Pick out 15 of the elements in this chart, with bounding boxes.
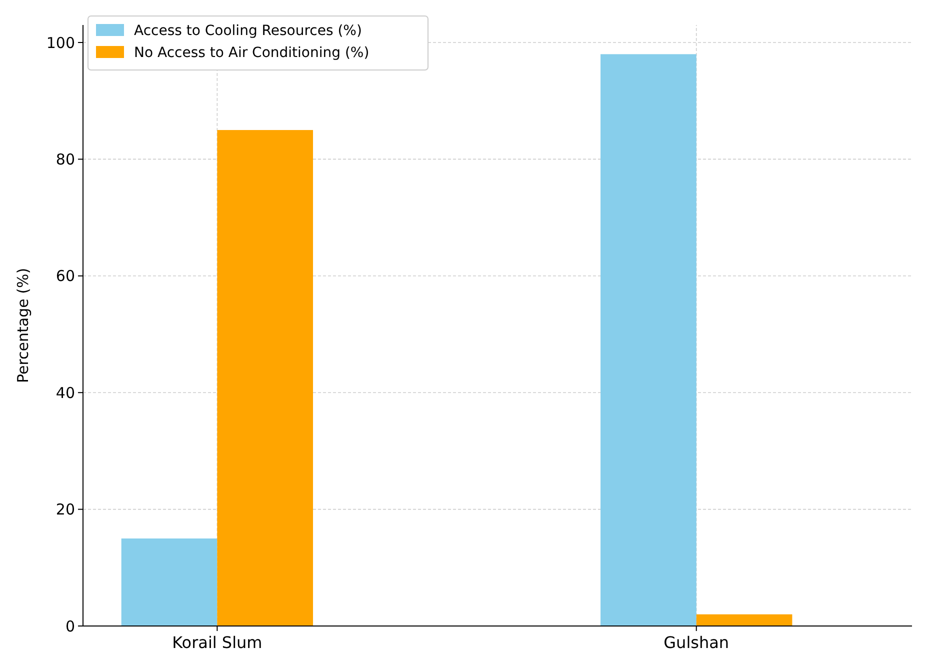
bar: [600, 54, 696, 626]
x-tick-label: Gulshan: [664, 633, 730, 652]
legend-label: Access to Cooling Resources (%): [134, 22, 362, 39]
bar: [121, 538, 218, 626]
legend-label: No Access to Air Conditioning (%): [134, 44, 370, 61]
y-tick-label: 60: [56, 267, 75, 286]
y-tick-label: 40: [56, 384, 75, 402]
y-tick-label: 80: [56, 150, 75, 168]
y-tick-label: 0: [65, 617, 75, 636]
y-tick-label: 100: [46, 34, 75, 52]
bar: [217, 130, 314, 626]
x-tick-label: Korail Slum: [172, 633, 262, 652]
bar: [696, 614, 792, 626]
y-tick-label: 20: [56, 500, 75, 519]
y-axis-title: Percentage (%): [14, 268, 32, 384]
